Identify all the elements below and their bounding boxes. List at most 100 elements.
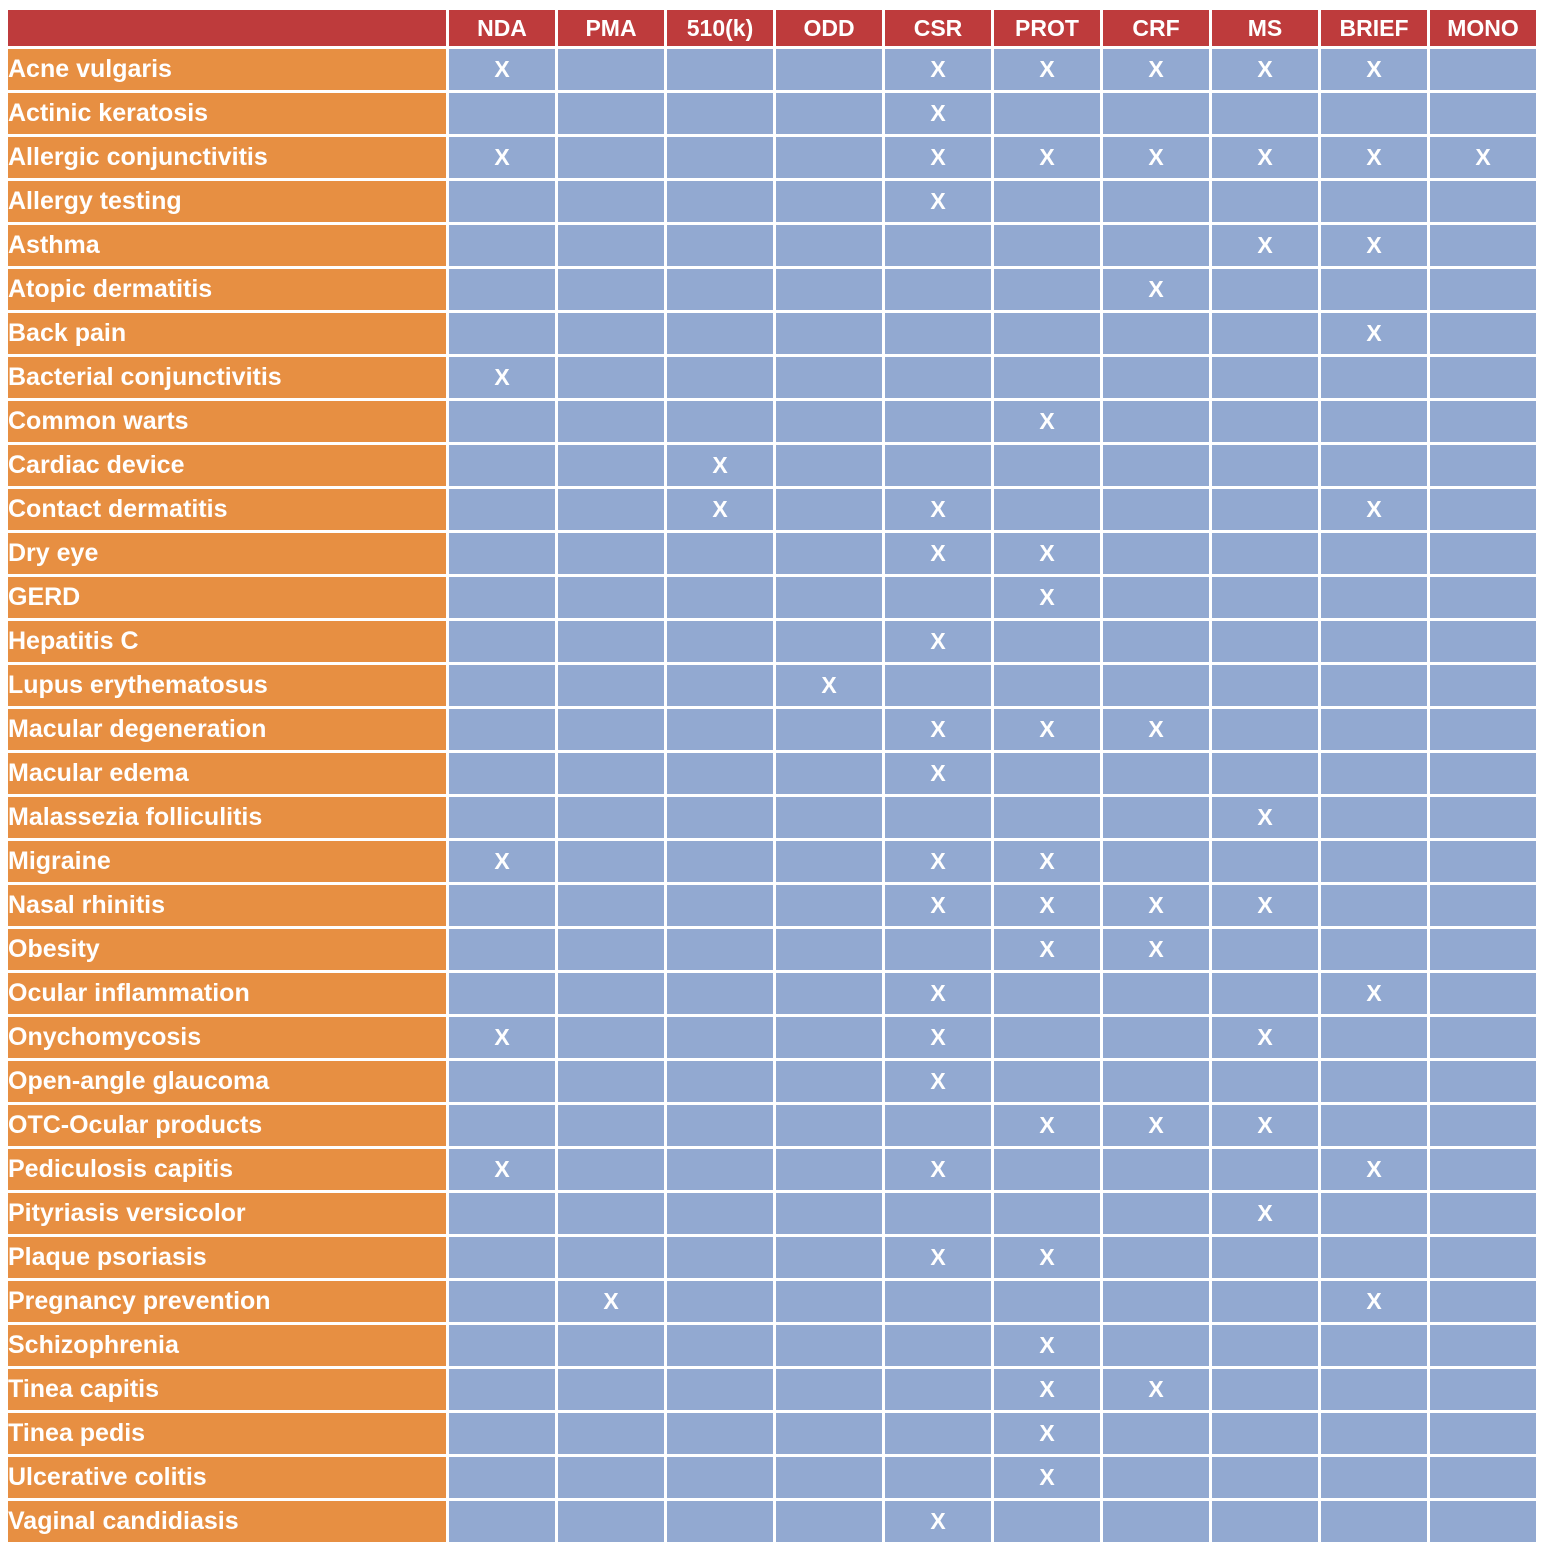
matrix-cell bbox=[1430, 1105, 1536, 1146]
row-label: Tinea capitis bbox=[8, 1369, 446, 1410]
matrix-cell bbox=[558, 973, 664, 1014]
matrix-cell bbox=[885, 797, 991, 838]
matrix-cell bbox=[449, 533, 555, 574]
matrix-cell bbox=[776, 1061, 882, 1102]
matrix-cell bbox=[1430, 313, 1536, 354]
matrix-cell bbox=[558, 797, 664, 838]
check-mark: X bbox=[1148, 716, 1164, 742]
table-row: Onychomycosis X X X bbox=[8, 1017, 1536, 1058]
matrix-cell bbox=[1430, 269, 1536, 310]
matrix-cell bbox=[1321, 445, 1427, 486]
check-mark: X bbox=[494, 144, 510, 170]
matrix-cell bbox=[558, 401, 664, 442]
matrix-cell bbox=[1103, 577, 1209, 618]
matrix-cell: X bbox=[885, 533, 991, 574]
matrix-cell bbox=[1321, 1413, 1427, 1454]
matrix-cell bbox=[885, 1281, 991, 1322]
check-mark: X bbox=[1257, 56, 1273, 82]
matrix-cell: X bbox=[1103, 137, 1209, 178]
matrix-cell bbox=[1212, 665, 1318, 706]
check-mark: X bbox=[930, 1244, 946, 1270]
matrix-cell: X bbox=[994, 1413, 1100, 1454]
matrix-cell bbox=[1430, 841, 1536, 882]
matrix-cell bbox=[1430, 1501, 1536, 1542]
matrix-cell bbox=[776, 709, 882, 750]
row-label: Actinic keratosis bbox=[8, 93, 446, 134]
matrix-cell bbox=[558, 1017, 664, 1058]
matrix-cell: X bbox=[885, 973, 991, 1014]
table-row: Pregnancy prevention X X bbox=[8, 1281, 1536, 1322]
matrix-cell bbox=[1430, 929, 1536, 970]
table-row: Pityriasis versicolor X bbox=[8, 1193, 1536, 1234]
matrix-cell bbox=[776, 1193, 882, 1234]
matrix-cell: X bbox=[994, 1237, 1100, 1278]
row-label: Pityriasis versicolor bbox=[8, 1193, 446, 1234]
check-mark: X bbox=[1366, 232, 1382, 258]
matrix-cell bbox=[776, 1413, 882, 1454]
matrix-cell bbox=[449, 1105, 555, 1146]
corner-header-cell bbox=[8, 10, 446, 46]
matrix-cell bbox=[1212, 1457, 1318, 1498]
matrix-cell bbox=[558, 313, 664, 354]
matrix-cell bbox=[776, 489, 882, 530]
matrix-cell bbox=[1212, 1237, 1318, 1278]
matrix-cell: X bbox=[994, 1457, 1100, 1498]
check-mark: X bbox=[1148, 56, 1164, 82]
matrix-cell: X bbox=[1212, 885, 1318, 926]
matrix-cell bbox=[449, 709, 555, 750]
matrix-cell bbox=[776, 445, 882, 486]
matrix-cell: X bbox=[885, 1061, 991, 1102]
matrix-cell bbox=[994, 1281, 1100, 1322]
row-label: Obesity bbox=[8, 929, 446, 970]
matrix-cell bbox=[776, 49, 882, 90]
matrix-cell bbox=[1430, 1413, 1536, 1454]
matrix-cell: X bbox=[885, 753, 991, 794]
check-mark: X bbox=[930, 848, 946, 874]
check-mark: X bbox=[930, 1156, 946, 1182]
matrix-cell bbox=[558, 1149, 664, 1190]
matrix-cell bbox=[1321, 1105, 1427, 1146]
matrix-cell bbox=[449, 665, 555, 706]
matrix-cell: X bbox=[667, 445, 773, 486]
matrix-cell bbox=[994, 489, 1100, 530]
matrix-cell bbox=[1430, 181, 1536, 222]
matrix-cell: X bbox=[1321, 973, 1427, 1014]
table-row: Macular degeneration X X X bbox=[8, 709, 1536, 750]
matrix-cell: X bbox=[1321, 1281, 1427, 1322]
matrix-cell bbox=[885, 1105, 991, 1146]
check-mark: X bbox=[1039, 584, 1055, 610]
matrix-cell: X bbox=[885, 49, 991, 90]
matrix-cell bbox=[558, 577, 664, 618]
matrix-cell bbox=[885, 665, 991, 706]
matrix-cell: X bbox=[885, 1149, 991, 1190]
matrix-cell bbox=[994, 1061, 1100, 1102]
table-row: Open-angle glaucoma X bbox=[8, 1061, 1536, 1102]
matrix-cell bbox=[449, 1501, 555, 1542]
row-label: Nasal rhinitis bbox=[8, 885, 446, 926]
matrix-cell bbox=[449, 929, 555, 970]
check-mark: X bbox=[930, 56, 946, 82]
row-label: Macular degeneration bbox=[8, 709, 446, 750]
matrix-cell bbox=[1430, 1369, 1536, 1410]
matrix-cell bbox=[667, 797, 773, 838]
matrix-cell bbox=[994, 665, 1100, 706]
matrix-cell bbox=[1321, 885, 1427, 926]
matrix-cell bbox=[558, 1457, 664, 1498]
matrix-cell bbox=[994, 1193, 1100, 1234]
matrix-cell bbox=[558, 1369, 664, 1410]
matrix-cell: X bbox=[994, 49, 1100, 90]
matrix-cell bbox=[1212, 1413, 1318, 1454]
table-row: Bacterial conjunctivitis X bbox=[8, 357, 1536, 398]
matrix-cell bbox=[667, 1017, 773, 1058]
matrix-cell bbox=[667, 1413, 773, 1454]
matrix-cell bbox=[558, 665, 664, 706]
matrix-cell bbox=[1321, 665, 1427, 706]
table-row: Allergy testing X bbox=[8, 181, 1536, 222]
matrix-cell: X bbox=[1321, 1149, 1427, 1190]
matrix-cell bbox=[449, 621, 555, 662]
matrix-cell: X bbox=[885, 1237, 991, 1278]
matrix-cell: X bbox=[1103, 709, 1209, 750]
matrix-cell bbox=[1103, 1281, 1209, 1322]
matrix-cell bbox=[1321, 1325, 1427, 1366]
